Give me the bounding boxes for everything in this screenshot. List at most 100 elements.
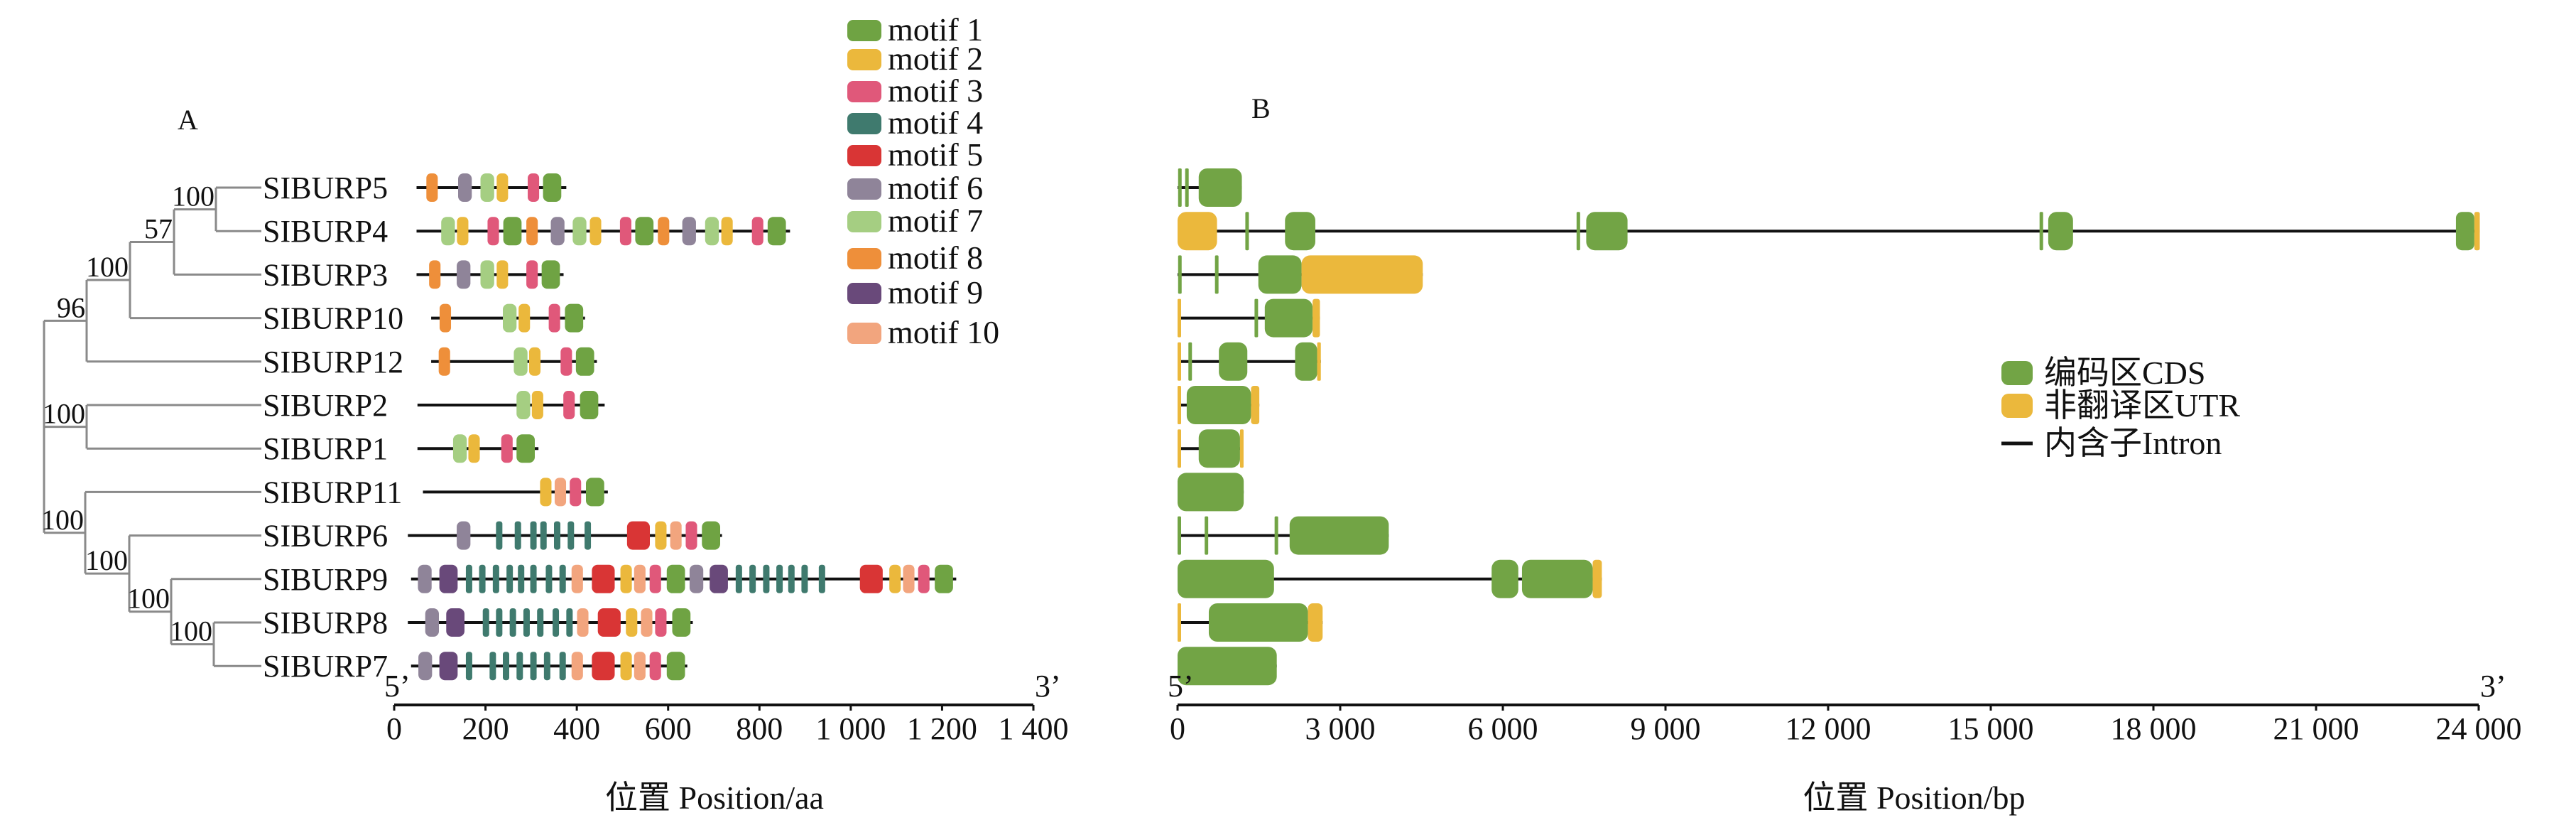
gene-track [1178, 342, 1321, 381]
cds-exon [1188, 342, 1192, 381]
cds-exon [1274, 516, 1278, 555]
tick-label: 6 000 [1468, 711, 1538, 746]
cds-exon [1264, 298, 1313, 338]
cds-exon [1178, 168, 1182, 207]
motif-6-box [550, 217, 565, 246]
bootstrap-value: 100 [43, 398, 85, 430]
gene-label: SIBURP3 [263, 257, 388, 292]
cds-exon [1258, 255, 1302, 294]
cds-exon [1295, 342, 1317, 381]
motif-2-box [468, 434, 480, 463]
gene-label: SIBURP7 [263, 649, 388, 684]
tick-label: 1 000 [815, 711, 886, 746]
utr-region [1178, 212, 1217, 251]
five-prime-label: 5’ [384, 669, 411, 704]
motif-4-box [559, 652, 566, 681]
motif-1-box [672, 608, 691, 637]
motif-3-box [619, 217, 631, 246]
motif-1-box [543, 173, 562, 202]
gene-label: SIBURP12 [263, 345, 403, 379]
motif-10-box [577, 608, 589, 637]
bootstrap-value: 57 [144, 213, 173, 245]
protein-track [411, 652, 688, 681]
tick-label: 24 000 [2436, 711, 2522, 746]
cds-exon [1198, 429, 1240, 468]
gene-label: SIBURP6 [263, 519, 388, 554]
cds-exon [1214, 255, 1219, 294]
motif-2-box [620, 564, 632, 593]
motif-2-box [528, 347, 541, 376]
motif-4-box [465, 652, 472, 681]
motif-3-box [685, 521, 697, 550]
axis-aa: 5’ 3’ 0 200 400 600 800 1 000 1 200 1 400 位置 Posit… [384, 669, 1069, 816]
tick-label: 15 000 [1948, 711, 2034, 746]
cds-exon [1178, 516, 1181, 555]
cds-exon [1208, 603, 1308, 642]
motif-1-box [586, 478, 604, 507]
gene-label: SIBURP10 [263, 301, 403, 336]
motif-3-box [655, 608, 667, 637]
motif-9-box [439, 564, 458, 593]
motif-6-box [458, 173, 472, 202]
protein-track [408, 521, 722, 550]
cds-exon [1198, 168, 1242, 207]
motif-3-box [570, 478, 582, 507]
motif-4-box [749, 564, 756, 593]
utr-region [1317, 342, 1321, 381]
motif-4-box [801, 564, 808, 593]
phylogenetic-tree: 1005710096100100100100100SIBURP5SIBURP4S… [41, 171, 403, 684]
motif-4-box [482, 608, 489, 637]
motif-6-swatch [847, 178, 881, 200]
utr-region [1308, 603, 1323, 642]
motif-2-box [620, 652, 632, 681]
motif-8-box [426, 173, 438, 202]
motif-7-swatch [847, 211, 881, 232]
legend-item: motif 5 [847, 136, 983, 173]
three-prime-label: 3’ [1035, 669, 1061, 704]
legend-item: motif 3 [847, 72, 983, 109]
motif-7-box [480, 173, 494, 202]
motif-7-box [452, 434, 467, 463]
bootstrap-value: 100 [172, 180, 214, 212]
protein-track [408, 608, 693, 637]
motif-8-box [526, 217, 538, 246]
utr-swatch [2001, 394, 2033, 418]
cds-exon [1289, 516, 1389, 555]
motif-5-swatch [847, 145, 881, 166]
gene-track [1178, 298, 1320, 338]
motif-2-box [496, 173, 509, 202]
legend-item: motif 4 [847, 104, 983, 141]
motif-4-box [530, 521, 537, 550]
bootstrap-value: 96 [57, 291, 85, 323]
protein-track [431, 303, 585, 333]
legend-item: motif 10 [847, 314, 999, 350]
gene-label: SIBURP2 [263, 388, 388, 423]
motif-8-box [658, 217, 670, 246]
motif-5-box [592, 564, 615, 593]
gene-label: SIBURP8 [263, 605, 388, 640]
motif-4-box [540, 521, 547, 550]
protein-track [416, 260, 564, 289]
motif-9-box [710, 564, 728, 593]
motif-1-swatch [847, 20, 881, 41]
motif-3-box [548, 303, 560, 333]
bootstrap-value: 100 [127, 583, 170, 615]
gene-track [1178, 212, 2480, 251]
protein-track [431, 347, 597, 376]
motif-10-box [641, 608, 653, 637]
utr-region [1178, 603, 1181, 642]
gene-track [1178, 429, 1244, 468]
motif-7-box [503, 303, 517, 333]
motif-4-box [530, 652, 537, 681]
axis-title: 位置 Position/aa [605, 780, 824, 816]
motif-3-swatch [847, 81, 881, 102]
motif-4-box [530, 564, 537, 593]
motif-7-box [513, 347, 528, 376]
tick-label: 3 000 [1305, 711, 1376, 746]
utr-region [1301, 255, 1423, 294]
tick-label: 200 [462, 711, 509, 746]
cds-exon [2039, 212, 2043, 251]
motif-2-box [889, 564, 901, 593]
